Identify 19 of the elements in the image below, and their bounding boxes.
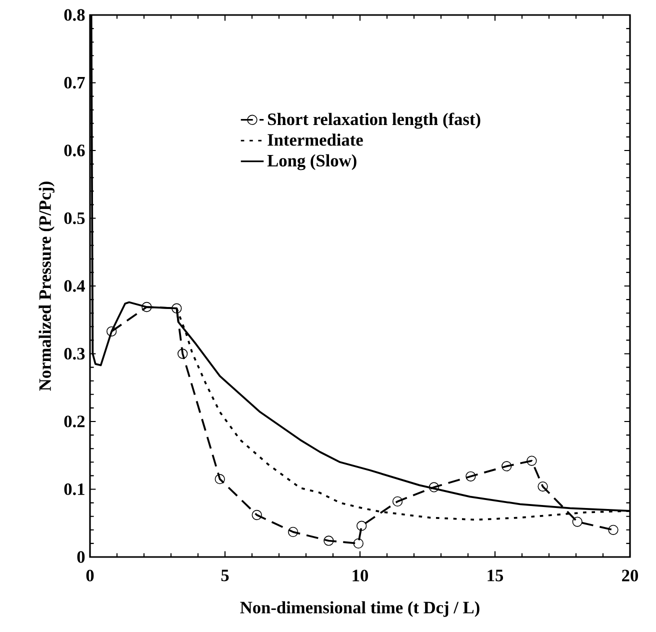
y-tick-label: 0.1 [64,483,84,496]
y-tick-label: 0.5 [64,212,85,224]
x-tick-label: 15 [488,570,504,582]
y-tick-label: 0.6 [64,144,85,156]
y-tick-label: 0.2 [64,416,85,428]
legend-label: Long (Slow) [267,154,356,170]
x-tick-label: 20 [622,570,638,582]
legend-label: Short relaxation length (fast) [268,112,480,129]
legend-label: Intermediate [268,134,363,146]
y-tick-label: 0.7 [64,76,85,89]
y-tick-label: 0.3 [64,348,85,360]
y-tick-label: 0.8 [64,9,85,21]
y-axis-title: Normalized Pressure (P/Pcj) [38,182,54,391]
y-tick-label: 0 [77,551,85,563]
x-tick-label: 0 [86,570,94,582]
x-tick-label: 5 [221,570,229,582]
x-tick-label: 10 [352,570,368,582]
x-axis-title: Non-dimensional time (t Dcj / L) [240,601,480,617]
y-tick-label: 0.4 [64,280,85,292]
